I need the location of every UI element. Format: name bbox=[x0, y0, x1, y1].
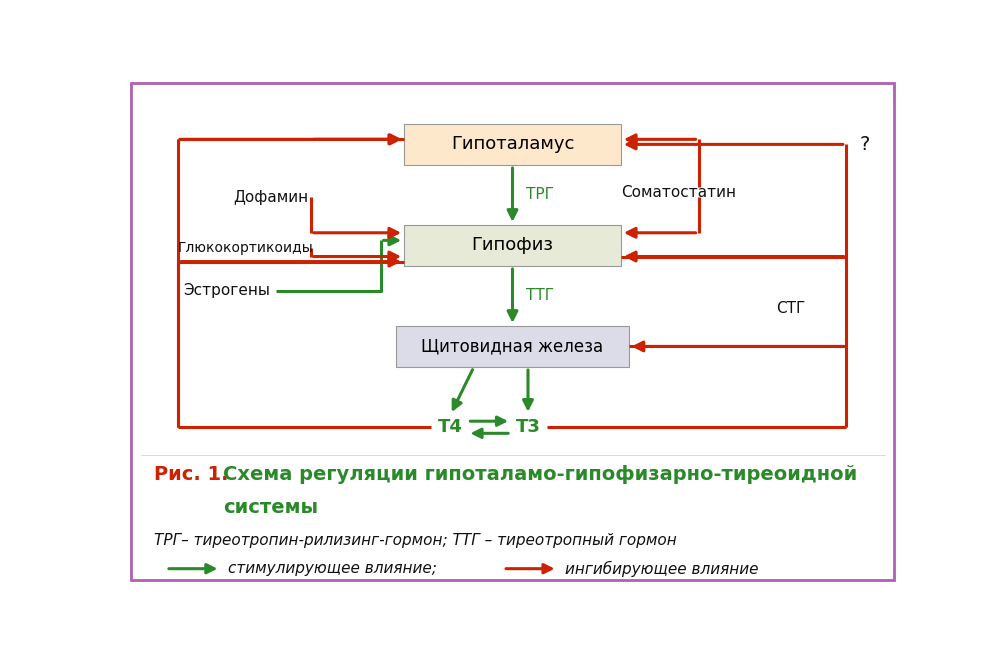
FancyBboxPatch shape bbox=[131, 83, 894, 580]
FancyBboxPatch shape bbox=[404, 124, 621, 165]
Text: Рис. 1.: Рис. 1. bbox=[154, 465, 229, 484]
Text: Т3: Т3 bbox=[516, 419, 540, 436]
Text: Гипоталамус: Гипоталамус bbox=[451, 135, 574, 154]
Text: ?: ? bbox=[860, 135, 870, 154]
Text: ТРГ: ТРГ bbox=[526, 188, 554, 203]
Text: Гипофиз: Гипофиз bbox=[472, 236, 554, 255]
Text: стимулирующее влияние;: стимулирующее влияние; bbox=[228, 561, 437, 576]
Text: Т4: Т4 bbox=[438, 419, 463, 436]
Text: ТРГ– тиреотропин-рилизинг-гормон; ТТГ – тиреотропный гормон: ТРГ– тиреотропин-рилизинг-гормон; ТТГ – … bbox=[154, 533, 677, 548]
Text: Щитовидная железа: Щитовидная железа bbox=[421, 337, 604, 356]
Text: СТГ: СТГ bbox=[776, 301, 805, 316]
Text: Глюкокортикоиды: Глюкокортикоиды bbox=[178, 241, 313, 255]
Text: ингибирующее влияние: ингибирующее влияние bbox=[565, 561, 759, 577]
Text: ТТГ: ТТГ bbox=[526, 289, 554, 304]
Text: Схема регуляции гипоталамо-гипофизарно-тиреоидной: Схема регуляции гипоталамо-гипофизарно-т… bbox=[223, 465, 857, 484]
FancyBboxPatch shape bbox=[396, 326, 629, 367]
Text: Эстрогены: Эстрогены bbox=[183, 283, 270, 298]
Text: Соматостатин: Соматостатин bbox=[621, 185, 736, 200]
Text: Дофамин: Дофамин bbox=[234, 190, 309, 205]
FancyBboxPatch shape bbox=[404, 225, 621, 266]
Text: системы: системы bbox=[223, 498, 318, 517]
